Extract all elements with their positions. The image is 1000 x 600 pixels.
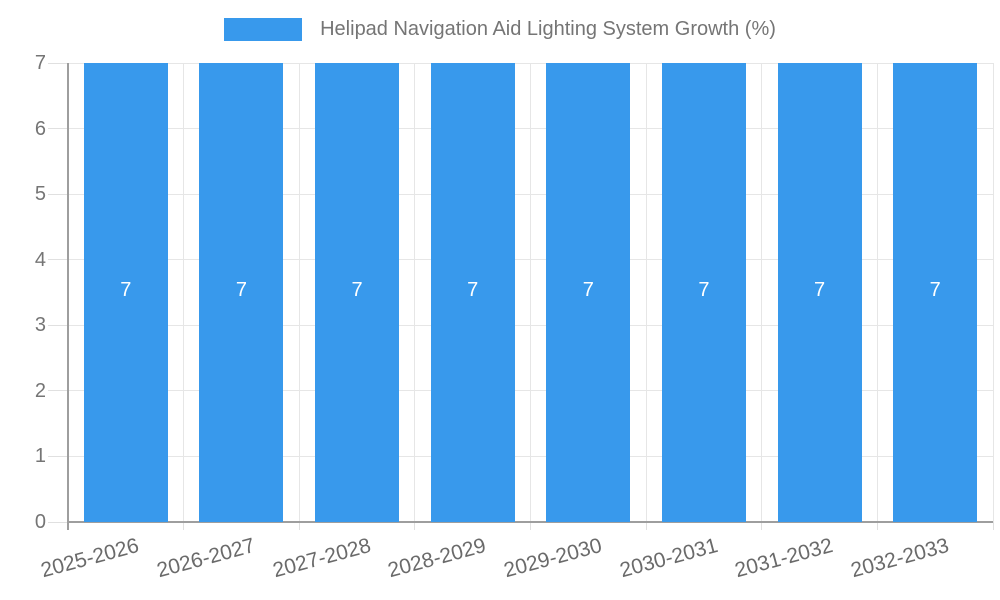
x-tick [876,522,878,530]
x-tick [414,522,416,530]
x-gridline [761,63,763,522]
x-tick [992,522,994,530]
y-axis-label: 1 [34,445,46,468]
x-axis-label: 2032-2033 [848,534,952,583]
x-gridline [645,63,647,522]
bar-value-label: 7 [929,278,941,301]
x-tick [530,522,531,530]
x-axis-label: 2027-2028 [270,534,374,583]
x-axis-label: 2029-2030 [501,534,605,583]
y-axis-label: 5 [34,183,46,206]
x-axis-label: 2025-2026 [38,534,142,583]
y-tick [48,324,68,326]
x-gridline [414,63,416,522]
y-tick [48,455,68,457]
bar[interactable] [546,63,631,522]
y-tick [48,521,68,523]
x-axis-label: 2028-2029 [385,534,489,583]
bar-value-label: 7 [120,278,132,301]
bar[interactable] [199,63,284,522]
y-axis-label: 0 [34,511,46,533]
bar[interactable] [430,63,515,522]
bar-value-label: 7 [698,278,710,301]
bar-value-label: 7 [467,278,479,301]
y-axis-label: 2 [34,379,46,402]
y-tick [48,259,68,261]
x-gridline [298,63,300,522]
x-axis-line [68,521,993,523]
legend[interactable]: Helipad Navigation Aid Lighting System G… [0,18,1000,41]
x-gridline [183,63,185,522]
y-tick [48,390,68,392]
y-tick [48,62,68,64]
x-gridline [876,63,878,522]
y-axis-label: 6 [34,117,46,140]
legend-swatch [224,18,303,41]
bar-value-label: 7 [814,278,826,301]
x-tick [298,522,300,530]
y-tick [48,128,68,130]
x-axis-label: 2030-2031 [616,534,720,583]
x-axis-label: 2031-2032 [732,534,836,583]
bar[interactable] [83,63,168,522]
y-axis-label: 4 [34,248,46,271]
y-axis-label: 7 [34,52,46,74]
y-tick [48,193,68,195]
x-tick [761,522,763,530]
x-tick [183,522,185,530]
bar-value-label: 7 [582,278,594,301]
bar[interactable] [315,63,400,522]
legend-label: Helipad Navigation Aid Lighting System G… [320,18,776,40]
y-axis-line [67,63,69,530]
x-gridline [530,63,531,522]
bar-value-label: 7 [351,278,363,301]
bar[interactable] [893,63,978,522]
bar[interactable] [777,63,862,522]
x-axis-label: 2026-2027 [154,534,258,583]
x-gridline [992,63,994,522]
bar[interactable] [661,63,746,522]
x-tick [645,522,647,530]
y-axis-label: 3 [34,314,46,337]
bar-value-label: 7 [235,278,247,301]
